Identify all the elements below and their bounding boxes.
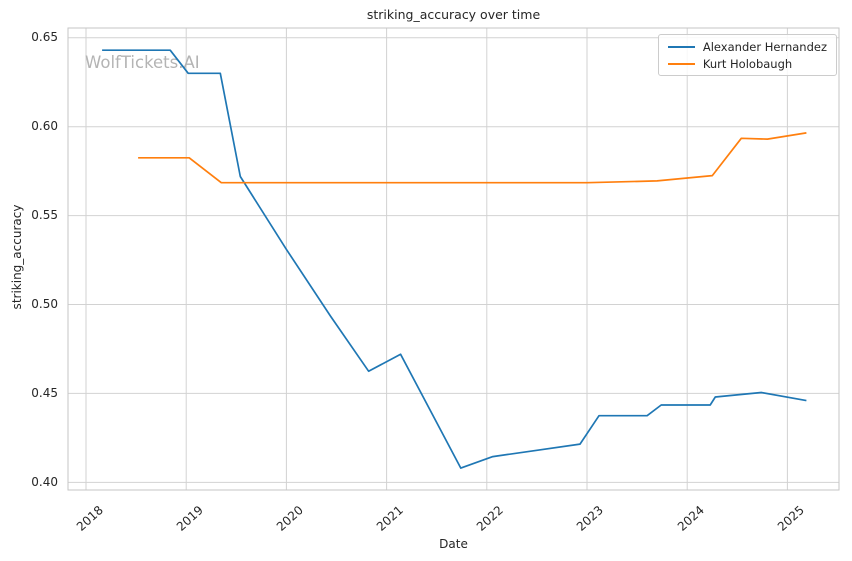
y-tick-label: 0.50	[31, 297, 58, 312]
y-tick-label: 0.60	[31, 119, 58, 134]
y-tick-label: 0.45	[31, 385, 58, 400]
plot-border	[67, 27, 840, 491]
legend-label: Alexander Hernandez	[702, 39, 827, 54]
y-tick-label: 0.55	[31, 208, 58, 223]
series-line-alexander-hernandez	[102, 49, 807, 469]
watermark: WolfTickets.AI	[85, 53, 200, 72]
plot-background	[68, 28, 839, 490]
legend-item: Alexander Hernandez	[667, 38, 827, 55]
legend-line-swatch	[667, 45, 695, 48]
y-tick-label: 0.40	[31, 474, 58, 489]
legend-label: Kurt Holobaugh	[702, 56, 793, 71]
y-axis-label: striking_accuracy	[10, 204, 24, 310]
legend-item: Kurt Holobaugh	[667, 55, 827, 72]
y-tick-label: 0.65	[31, 30, 58, 45]
series-line-kurt-holobaugh	[138, 132, 807, 184]
chart-title: striking_accuracy over time	[366, 7, 541, 22]
legend-line-swatch	[667, 62, 695, 65]
x-axis-label: Date	[439, 537, 468, 551]
legend: Alexander Hernandez Kurt Holobaugh	[657, 34, 837, 76]
